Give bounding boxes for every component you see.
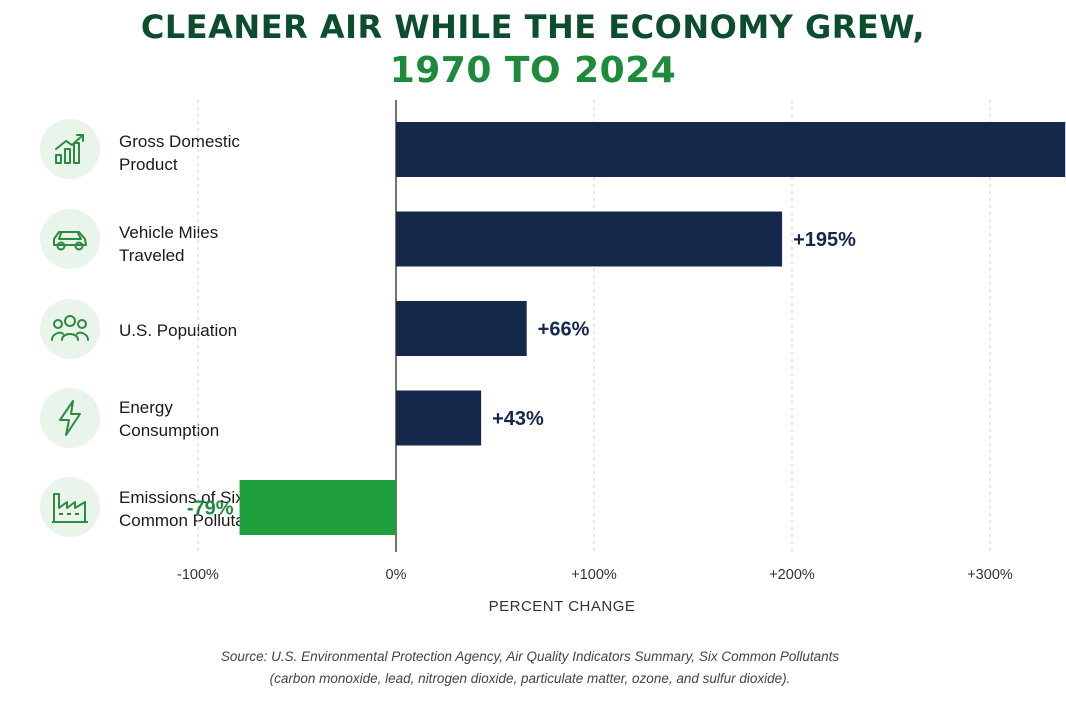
bar [396,122,1066,177]
people-icon [40,299,100,359]
x-axis-title: PERCENT CHANGE [488,598,636,615]
x-tick-label: -100% [177,567,219,583]
bar-value-label: +195% [793,229,856,251]
row-label-energy: Energy Consumption [119,398,220,440]
bar-value-label: +43% [492,408,544,430]
bar-chart-growth-icon [40,119,100,179]
row-label-population: U.S. Population [119,321,238,340]
bar [396,211,783,267]
bar [396,390,482,446]
chart-title-line1: CLEANER AIR WHILE THE ECONOMY GREW, [140,8,926,46]
bar-value-label: -79% [187,498,234,520]
row-label-gdp: Gross Domestic Product [119,132,240,174]
bar-value-label: +66% [538,319,590,341]
x-tick-label: +100% [571,567,617,583]
row-label-emissions: Emissions of Six Common Pollutants [119,488,268,530]
source-note: Source: U.S. Environmental Protection Ag… [220,649,840,686]
x-tick-label: +300% [967,567,1013,583]
bar [396,301,527,356]
car-icon [40,209,100,269]
bar [239,480,396,535]
row-label-vehicle-miles: Vehicle Miles Traveled [119,223,219,265]
lightning-bolt-icon [40,388,100,448]
x-tick-label: +200% [769,567,815,583]
factory-icon [40,477,100,537]
chart-title-line2: 1970 TO 2024 [389,50,677,91]
x-tick-label: 0% [386,567,407,583]
